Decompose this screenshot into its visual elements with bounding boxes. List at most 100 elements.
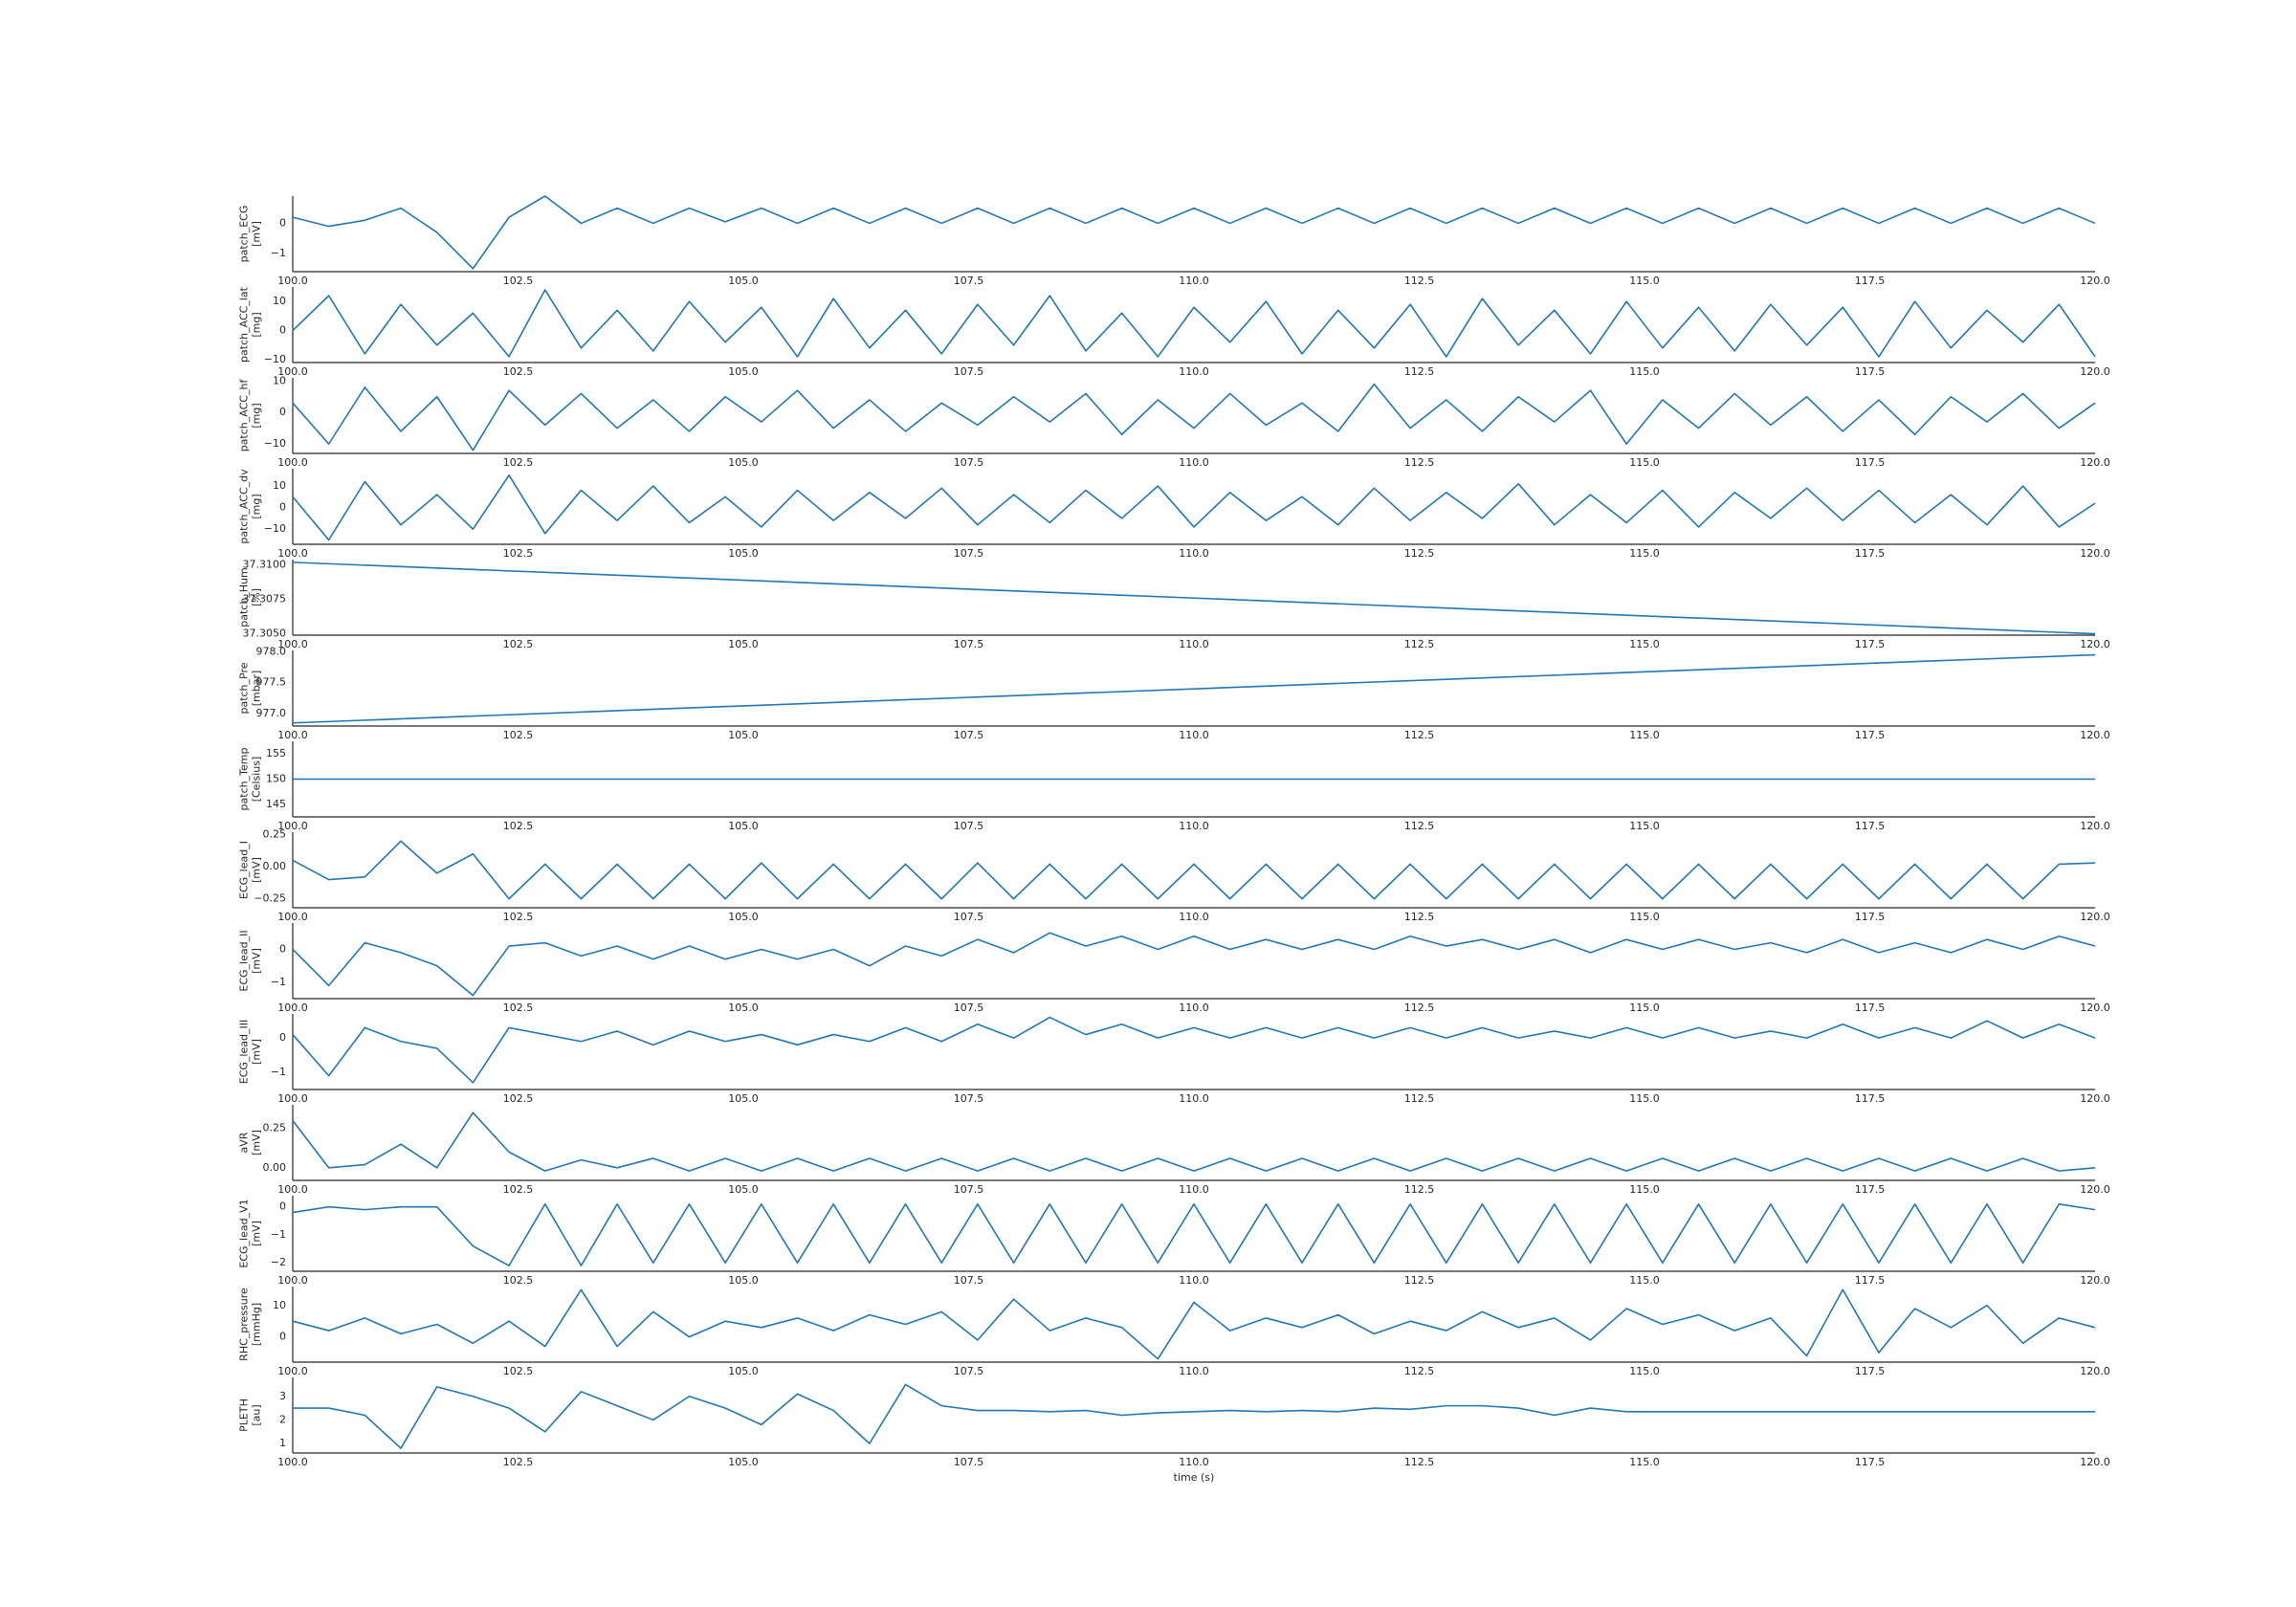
x-tick-label: 107.5 bbox=[954, 1183, 984, 1196]
signal-line bbox=[292, 383, 2096, 451]
x-tick-label: 115.0 bbox=[1629, 1274, 1660, 1287]
y-axis-label: patch_ACC_hf[mg] bbox=[237, 379, 262, 452]
x-tick-label: 105.0 bbox=[728, 729, 759, 741]
y-tick-label: 2 bbox=[279, 1413, 286, 1425]
y-tick-label: 0 bbox=[279, 1331, 286, 1343]
signal-line bbox=[292, 473, 2096, 541]
x-axis-label: time (s) bbox=[1174, 1471, 1215, 1484]
x-tick-label: 105.0 bbox=[728, 1092, 759, 1105]
x-tick-label: 102.5 bbox=[503, 729, 534, 741]
x-tick-label: 110.0 bbox=[1179, 1183, 1209, 1196]
y-tick-label: −0.25 bbox=[254, 892, 286, 905]
y-tick-label: 155 bbox=[266, 747, 286, 759]
y-tick-label: 0 bbox=[279, 1031, 286, 1044]
y-tick-label: 10 bbox=[273, 1299, 286, 1311]
x-tick-label: 117.5 bbox=[1855, 1183, 1886, 1196]
signal-line bbox=[292, 840, 2096, 900]
y-axis-label: patch_Temp[Celsius] bbox=[237, 748, 262, 811]
y-axis-label: RHC_pressure[mmHg] bbox=[237, 1288, 262, 1361]
x-tick-label: 100.0 bbox=[277, 275, 308, 287]
x-tick-label: 117.5 bbox=[1855, 275, 1886, 287]
x-tick-label: 105.0 bbox=[728, 1274, 759, 1287]
y-tick-label: 10 bbox=[273, 295, 286, 307]
x-tick-label: 120.0 bbox=[2080, 1183, 2110, 1196]
y-tick-label: 0 bbox=[279, 1200, 286, 1213]
x-tick-label: 112.5 bbox=[1404, 1092, 1435, 1105]
signal-line bbox=[292, 1112, 2096, 1172]
x-tick-label: 112.5 bbox=[1404, 1183, 1435, 1196]
y-tick-label: 37.3050 bbox=[243, 627, 287, 640]
y-axis-label: PLETH[au] bbox=[237, 1398, 262, 1432]
x-tick-label: 112.5 bbox=[1404, 275, 1435, 287]
x-tick-label: 107.5 bbox=[954, 1092, 984, 1105]
x-tick-label: 110.0 bbox=[1179, 1002, 1209, 1014]
y-tick-label: 977.0 bbox=[256, 707, 287, 719]
x-tick-label: 100.0 bbox=[277, 1002, 308, 1014]
x-tick-label: 102.5 bbox=[503, 911, 534, 923]
y-tick-label: 0 bbox=[279, 942, 286, 955]
x-tick-label: 115.0 bbox=[1629, 275, 1660, 287]
x-tick-label: 115.0 bbox=[1629, 911, 1660, 923]
x-tick-label: 117.5 bbox=[1855, 1274, 1886, 1287]
x-tick-label: 112.5 bbox=[1404, 1365, 1435, 1377]
y-tick-label: 0.25 bbox=[263, 1122, 287, 1134]
x-tick-label: 117.5 bbox=[1855, 456, 1886, 469]
x-tick-label: 115.0 bbox=[1629, 1183, 1660, 1196]
y-tick-label: 3 bbox=[279, 1390, 286, 1402]
y-tick-label: 10 bbox=[273, 374, 286, 386]
x-tick-label: 112.5 bbox=[1404, 1456, 1435, 1468]
x-tick-label: 120.0 bbox=[2080, 365, 2110, 378]
x-tick-label: 120.0 bbox=[2080, 456, 2110, 469]
x-tick-label: 105.0 bbox=[728, 275, 759, 287]
x-tick-label: 100.0 bbox=[277, 1365, 308, 1377]
x-tick-label: 107.5 bbox=[954, 1274, 984, 1287]
y-axis-label: ECG_lead_II[mV] bbox=[237, 930, 262, 991]
x-tick-label: 102.5 bbox=[503, 547, 534, 560]
x-tick-label: 102.5 bbox=[503, 1365, 534, 1377]
x-tick-label: 107.5 bbox=[954, 638, 984, 650]
x-tick-label: 115.0 bbox=[1629, 820, 1660, 832]
x-tick-label: 102.5 bbox=[503, 1274, 534, 1287]
signal-line bbox=[292, 1202, 2096, 1266]
x-tick-label: 102.5 bbox=[503, 275, 534, 287]
y-tick-label: −1 bbox=[271, 247, 286, 259]
x-tick-label: 105.0 bbox=[728, 1456, 759, 1468]
y-tick-label: 37.3075 bbox=[243, 593, 287, 605]
x-tick-label: 120.0 bbox=[2080, 638, 2110, 650]
x-tick-label: 117.5 bbox=[1855, 1456, 1886, 1468]
x-tick-label: 115.0 bbox=[1629, 1456, 1660, 1468]
x-tick-label: 110.0 bbox=[1179, 820, 1209, 832]
x-tick-label: 120.0 bbox=[2080, 275, 2110, 287]
x-tick-label: 105.0 bbox=[728, 547, 759, 560]
x-tick-label: 100.0 bbox=[277, 820, 308, 832]
x-tick-label: 117.5 bbox=[1855, 547, 1886, 560]
x-tick-label: 100.0 bbox=[277, 638, 308, 650]
x-tick-label: 112.5 bbox=[1404, 1274, 1435, 1287]
x-tick-label: 102.5 bbox=[503, 365, 534, 378]
x-tick-label: 102.5 bbox=[503, 1456, 534, 1468]
x-tick-label: 105.0 bbox=[728, 820, 759, 832]
x-tick-label: 120.0 bbox=[2080, 1002, 2110, 1014]
x-tick-label: 110.0 bbox=[1179, 365, 1209, 378]
x-tick-label: 117.5 bbox=[1855, 820, 1886, 832]
y-axis-label: patch_Pre[mbar] bbox=[237, 662, 262, 714]
x-tick-label: 107.5 bbox=[954, 729, 984, 741]
y-tick-label: 1 bbox=[279, 1437, 286, 1449]
x-tick-label: 110.0 bbox=[1179, 1365, 1209, 1377]
x-tick-label: 112.5 bbox=[1404, 547, 1435, 560]
y-tick-label: 0 bbox=[279, 406, 286, 418]
x-tick-label: 100.0 bbox=[277, 547, 308, 560]
x-tick-label: 112.5 bbox=[1404, 820, 1435, 832]
x-tick-label: 120.0 bbox=[2080, 1365, 2110, 1377]
y-tick-label: 0 bbox=[279, 501, 286, 514]
y-tick-label: 10 bbox=[273, 479, 286, 492]
signal-line bbox=[292, 195, 2096, 270]
y-tick-label: 0 bbox=[279, 216, 286, 229]
y-tick-label: 0 bbox=[279, 324, 286, 337]
x-tick-label: 100.0 bbox=[277, 456, 308, 469]
x-tick-label: 120.0 bbox=[2080, 820, 2110, 832]
x-tick-label: 110.0 bbox=[1179, 547, 1209, 560]
x-tick-label: 105.0 bbox=[728, 1365, 759, 1377]
x-tick-label: 120.0 bbox=[2080, 729, 2110, 741]
